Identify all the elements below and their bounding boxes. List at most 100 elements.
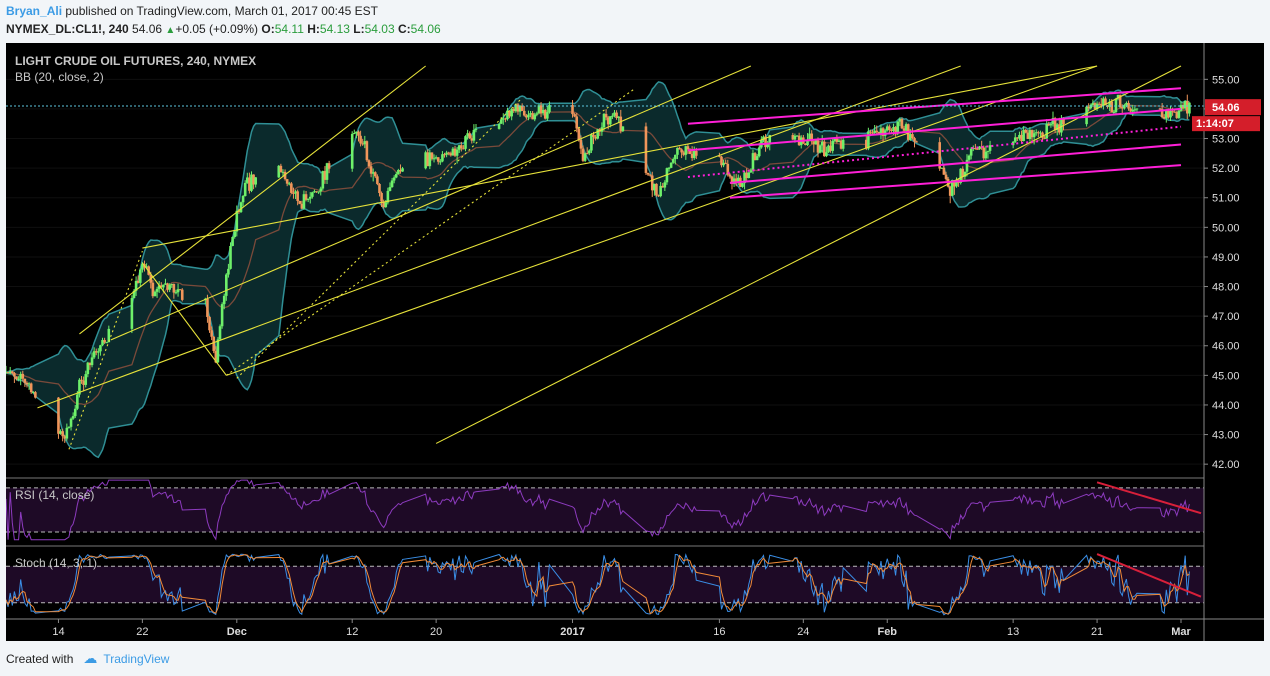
candle-body bbox=[1127, 102, 1130, 109]
time-axis[interactable]: 14 22 Dec 12 20 2017 16 24 Feb 13 21 Mar bbox=[6, 618, 1264, 638]
candle-body bbox=[650, 175, 654, 191]
candle-body bbox=[676, 147, 679, 155]
candle-body bbox=[1024, 129, 1028, 133]
candle-body bbox=[984, 151, 988, 159]
candle-body bbox=[361, 143, 364, 145]
candle-body bbox=[885, 126, 889, 131]
candle-body bbox=[164, 283, 167, 285]
price-axis[interactable]: 55.0054.0053.0052.0051.0050.0049.0048.00… bbox=[1192, 43, 1264, 641]
channel-line bbox=[141, 262, 227, 376]
candle-body bbox=[235, 210, 239, 232]
axis-background bbox=[1204, 43, 1264, 641]
candle-body bbox=[950, 180, 954, 196]
candle-body bbox=[988, 145, 992, 151]
candle-body bbox=[1095, 103, 1099, 109]
candle-body bbox=[88, 362, 92, 366]
candle-body bbox=[27, 383, 31, 385]
candle-body bbox=[76, 394, 79, 409]
candle-body bbox=[1055, 124, 1059, 131]
candle-body bbox=[726, 163, 730, 175]
candle-body bbox=[313, 191, 316, 193]
candle-body bbox=[172, 283, 176, 293]
candle-body bbox=[462, 148, 465, 150]
candle-body bbox=[451, 148, 455, 156]
price-tick-label: 51.00 bbox=[1212, 193, 1240, 205]
candle-body bbox=[497, 123, 501, 129]
candle-body bbox=[441, 154, 444, 162]
candle-body bbox=[888, 126, 891, 131]
candle-body bbox=[1037, 132, 1040, 134]
candle-body bbox=[8, 371, 12, 374]
candle-body bbox=[443, 154, 446, 156]
candle-body bbox=[575, 116, 579, 129]
candle-body bbox=[877, 131, 881, 135]
candle-body bbox=[323, 171, 327, 180]
candle-body bbox=[1043, 137, 1046, 139]
last-price-marker bbox=[1205, 99, 1261, 116]
candle-body bbox=[357, 131, 360, 136]
candle-body bbox=[306, 198, 310, 200]
price-tick-label: 42.00 bbox=[1212, 459, 1240, 471]
channel-line bbox=[110, 65, 752, 341]
candle-body bbox=[168, 285, 171, 290]
tradingview-link[interactable]: TradingView bbox=[103, 651, 170, 666]
candle-body bbox=[281, 171, 285, 173]
chart-canvas[interactable]: 75.000050.000025.0000 100.000050.00000.0… bbox=[6, 43, 1264, 641]
candle-body bbox=[390, 180, 394, 188]
candle-body bbox=[248, 177, 251, 191]
candle-body bbox=[944, 174, 948, 179]
low-label: L: bbox=[353, 22, 365, 36]
candle-body bbox=[728, 174, 732, 177]
candle-body bbox=[942, 167, 946, 175]
candle-body bbox=[978, 146, 981, 150]
candle-body bbox=[319, 188, 323, 192]
candle-body bbox=[243, 182, 247, 197]
candle-body bbox=[671, 159, 675, 163]
candle-body bbox=[97, 351, 100, 353]
candle-body bbox=[439, 161, 442, 163]
author-link[interactable]: Bryan_Ali bbox=[6, 4, 63, 18]
candle-body bbox=[514, 104, 518, 112]
candle-body bbox=[29, 383, 33, 393]
candle-body bbox=[78, 379, 81, 395]
candle-body bbox=[646, 172, 650, 175]
time-tick-label: 20 bbox=[430, 626, 442, 638]
candle-body bbox=[1022, 129, 1025, 142]
candle-body bbox=[151, 282, 155, 297]
candle-body bbox=[61, 431, 64, 437]
close-value: 54.06 bbox=[410, 22, 441, 36]
candle-body bbox=[250, 174, 253, 191]
candle-body bbox=[546, 112, 549, 119]
candle-body bbox=[590, 134, 593, 151]
candle-body bbox=[1060, 119, 1063, 133]
time-tick-label: 21 bbox=[1091, 626, 1103, 638]
candle-body bbox=[65, 427, 69, 439]
time-tick-label: Mar bbox=[1171, 626, 1191, 638]
candle-body bbox=[90, 357, 94, 366]
candle-body bbox=[1120, 107, 1124, 109]
candle-body bbox=[825, 152, 828, 157]
price-tick-label: 43.00 bbox=[1212, 430, 1240, 442]
price-tick-label: 46.00 bbox=[1212, 341, 1240, 353]
rsi-pane[interactable]: 75.000050.000025.0000 bbox=[6, 477, 1264, 544]
candle-body bbox=[1173, 111, 1177, 113]
candle-body bbox=[1041, 132, 1044, 138]
created-with-text: Created with bbox=[6, 651, 74, 666]
candle-body bbox=[176, 289, 180, 293]
candle-body bbox=[837, 140, 841, 142]
candle-body bbox=[904, 124, 908, 131]
candle-body bbox=[501, 118, 505, 120]
candle-body bbox=[428, 152, 432, 167]
candle-body bbox=[833, 138, 837, 141]
stoch-pane[interactable]: 100.000050.00000.0000 bbox=[6, 545, 1264, 622]
candle-body bbox=[690, 153, 694, 158]
candle-body bbox=[1051, 118, 1055, 125]
candle-body bbox=[734, 178, 738, 183]
candle-body bbox=[823, 141, 826, 157]
candle-body bbox=[835, 138, 839, 142]
candle-body bbox=[688, 149, 692, 154]
price-tick-label: 44.00 bbox=[1212, 400, 1240, 412]
price-pane[interactable] bbox=[6, 65, 1204, 465]
candle-body bbox=[548, 104, 551, 113]
candle-body bbox=[294, 191, 297, 194]
